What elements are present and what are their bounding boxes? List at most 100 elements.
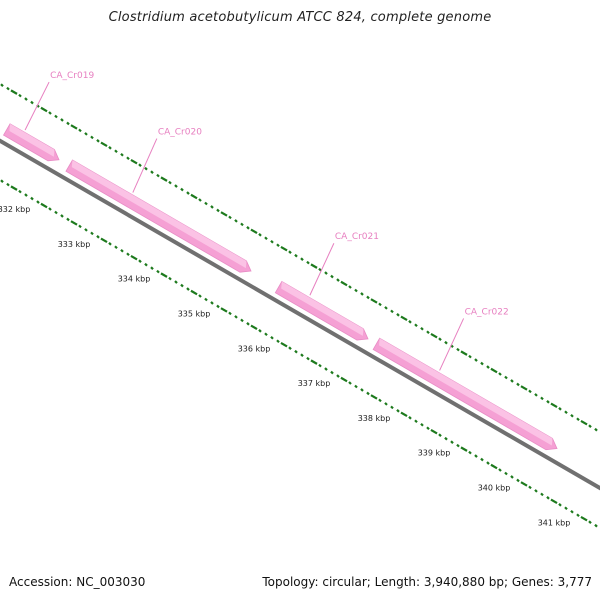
tick-mark: [486, 365, 490, 369]
tick-mark: [426, 330, 430, 335]
tick-mark: [310, 263, 318, 269]
genome-backbone: [0, 138, 600, 491]
tick-mark: [420, 326, 424, 331]
tick-mark: [300, 257, 304, 261]
tick-mark: [474, 358, 478, 362]
tick-mark: [40, 106, 48, 113]
tick-mark: [246, 226, 250, 230]
tick-mark: [340, 280, 348, 287]
tick-mark: [354, 288, 358, 293]
tick-mark: [180, 283, 184, 288]
tick-mark: [36, 200, 40, 204]
tick-mark: [460, 446, 468, 452]
tick-mark: [84, 132, 88, 136]
tick-mark: [54, 210, 58, 215]
tick-mark: [100, 141, 108, 148]
tick-mark: [0, 83, 4, 87]
tick-mark: [126, 156, 130, 161]
tick-mark: [378, 398, 382, 403]
tick-mark: [460, 350, 468, 356]
tick-mark: [250, 228, 258, 235]
tick-mark: [510, 379, 514, 383]
tick-mark: [280, 246, 288, 252]
tick-mark: [510, 475, 514, 479]
tick-mark: [498, 468, 502, 472]
tick-mark: [396, 409, 400, 413]
tick-mark: [240, 222, 244, 227]
tick-mark: [576, 513, 580, 518]
tick-mark: [468, 450, 472, 455]
tick-mark: [130, 159, 138, 165]
tick-mark: [594, 523, 598, 528]
tick-mark: [550, 498, 558, 505]
tick-mark: [540, 492, 544, 497]
tick-mark: [156, 269, 160, 274]
map-title: Clostridium acetobutylicum ATCC 824, com…: [108, 10, 492, 25]
tick-mark: [18, 189, 22, 194]
tick-mark: [546, 496, 550, 500]
tick-mark: [276, 339, 280, 344]
gene-label: CA_Cr019: [50, 71, 94, 81]
gene-leader-line: [309, 243, 335, 296]
tick-mark: [430, 429, 438, 435]
tick-mark: [78, 224, 82, 229]
tick-mark: [444, 340, 448, 345]
tick-mark: [438, 337, 442, 341]
tick-mark: [30, 196, 34, 201]
tick-mark: [378, 302, 382, 307]
tick-mark: [96, 235, 100, 239]
tick-mark: [216, 304, 220, 309]
tick-mark: [330, 274, 334, 279]
tick-mark: [216, 208, 220, 213]
tick-mark: [310, 359, 318, 365]
tick-mark: [264, 236, 268, 241]
tick-mark: [90, 135, 94, 140]
tick-mark: [120, 152, 124, 157]
gene-highlight: [9, 123, 55, 157]
tick-mark: [70, 124, 78, 130]
gene-highlight: [378, 338, 553, 446]
tick-mark: [24, 97, 28, 101]
tick-mark: [588, 424, 592, 428]
tick-mark: [498, 372, 502, 376]
tick-mark: [288, 346, 292, 350]
tick-mark: [70, 220, 78, 226]
tick-mark: [190, 289, 198, 296]
tick-mark: [504, 471, 508, 476]
tick-mark: [108, 242, 112, 246]
inner-tick-track: [0, 179, 598, 528]
tick-mark: [330, 370, 334, 375]
tick-mark: [570, 509, 574, 514]
tick-mark: [306, 356, 310, 361]
tick-mark: [210, 205, 214, 209]
tick-mark: [340, 376, 348, 383]
tick-mark: [390, 309, 394, 314]
tick-mark: [534, 393, 538, 397]
tick-mark: [480, 457, 484, 462]
tick-mark: [336, 278, 340, 282]
tick-mark: [6, 182, 10, 187]
tick-mark: [504, 375, 508, 380]
tick-mark: [6, 86, 10, 91]
tick-mark: [150, 266, 154, 270]
tick-mark: [348, 285, 352, 289]
tick-mark: [156, 173, 160, 178]
tick-mark: [430, 333, 438, 339]
tick-label: 336 kbp: [238, 344, 271, 353]
tick-mark: [84, 228, 88, 232]
tick-mark: [270, 239, 274, 244]
tick-mark: [520, 481, 528, 487]
tick-mark: [168, 180, 172, 185]
tick-mark: [78, 128, 82, 133]
tick-mark: [54, 114, 58, 119]
tick-mark: [250, 324, 258, 331]
tick-mark: [270, 335, 274, 340]
tick-label-group: 332 kbp 333 kbp 334 kbp 335 kbp 336 kbp 337 k…: [0, 205, 570, 527]
tick-mark: [160, 176, 168, 182]
tick-mark: [60, 118, 64, 122]
tick-mark: [366, 295, 370, 300]
tick-mark: [108, 146, 112, 150]
tick-mark: [516, 382, 520, 387]
tick-label: 341 kbp: [538, 518, 571, 527]
